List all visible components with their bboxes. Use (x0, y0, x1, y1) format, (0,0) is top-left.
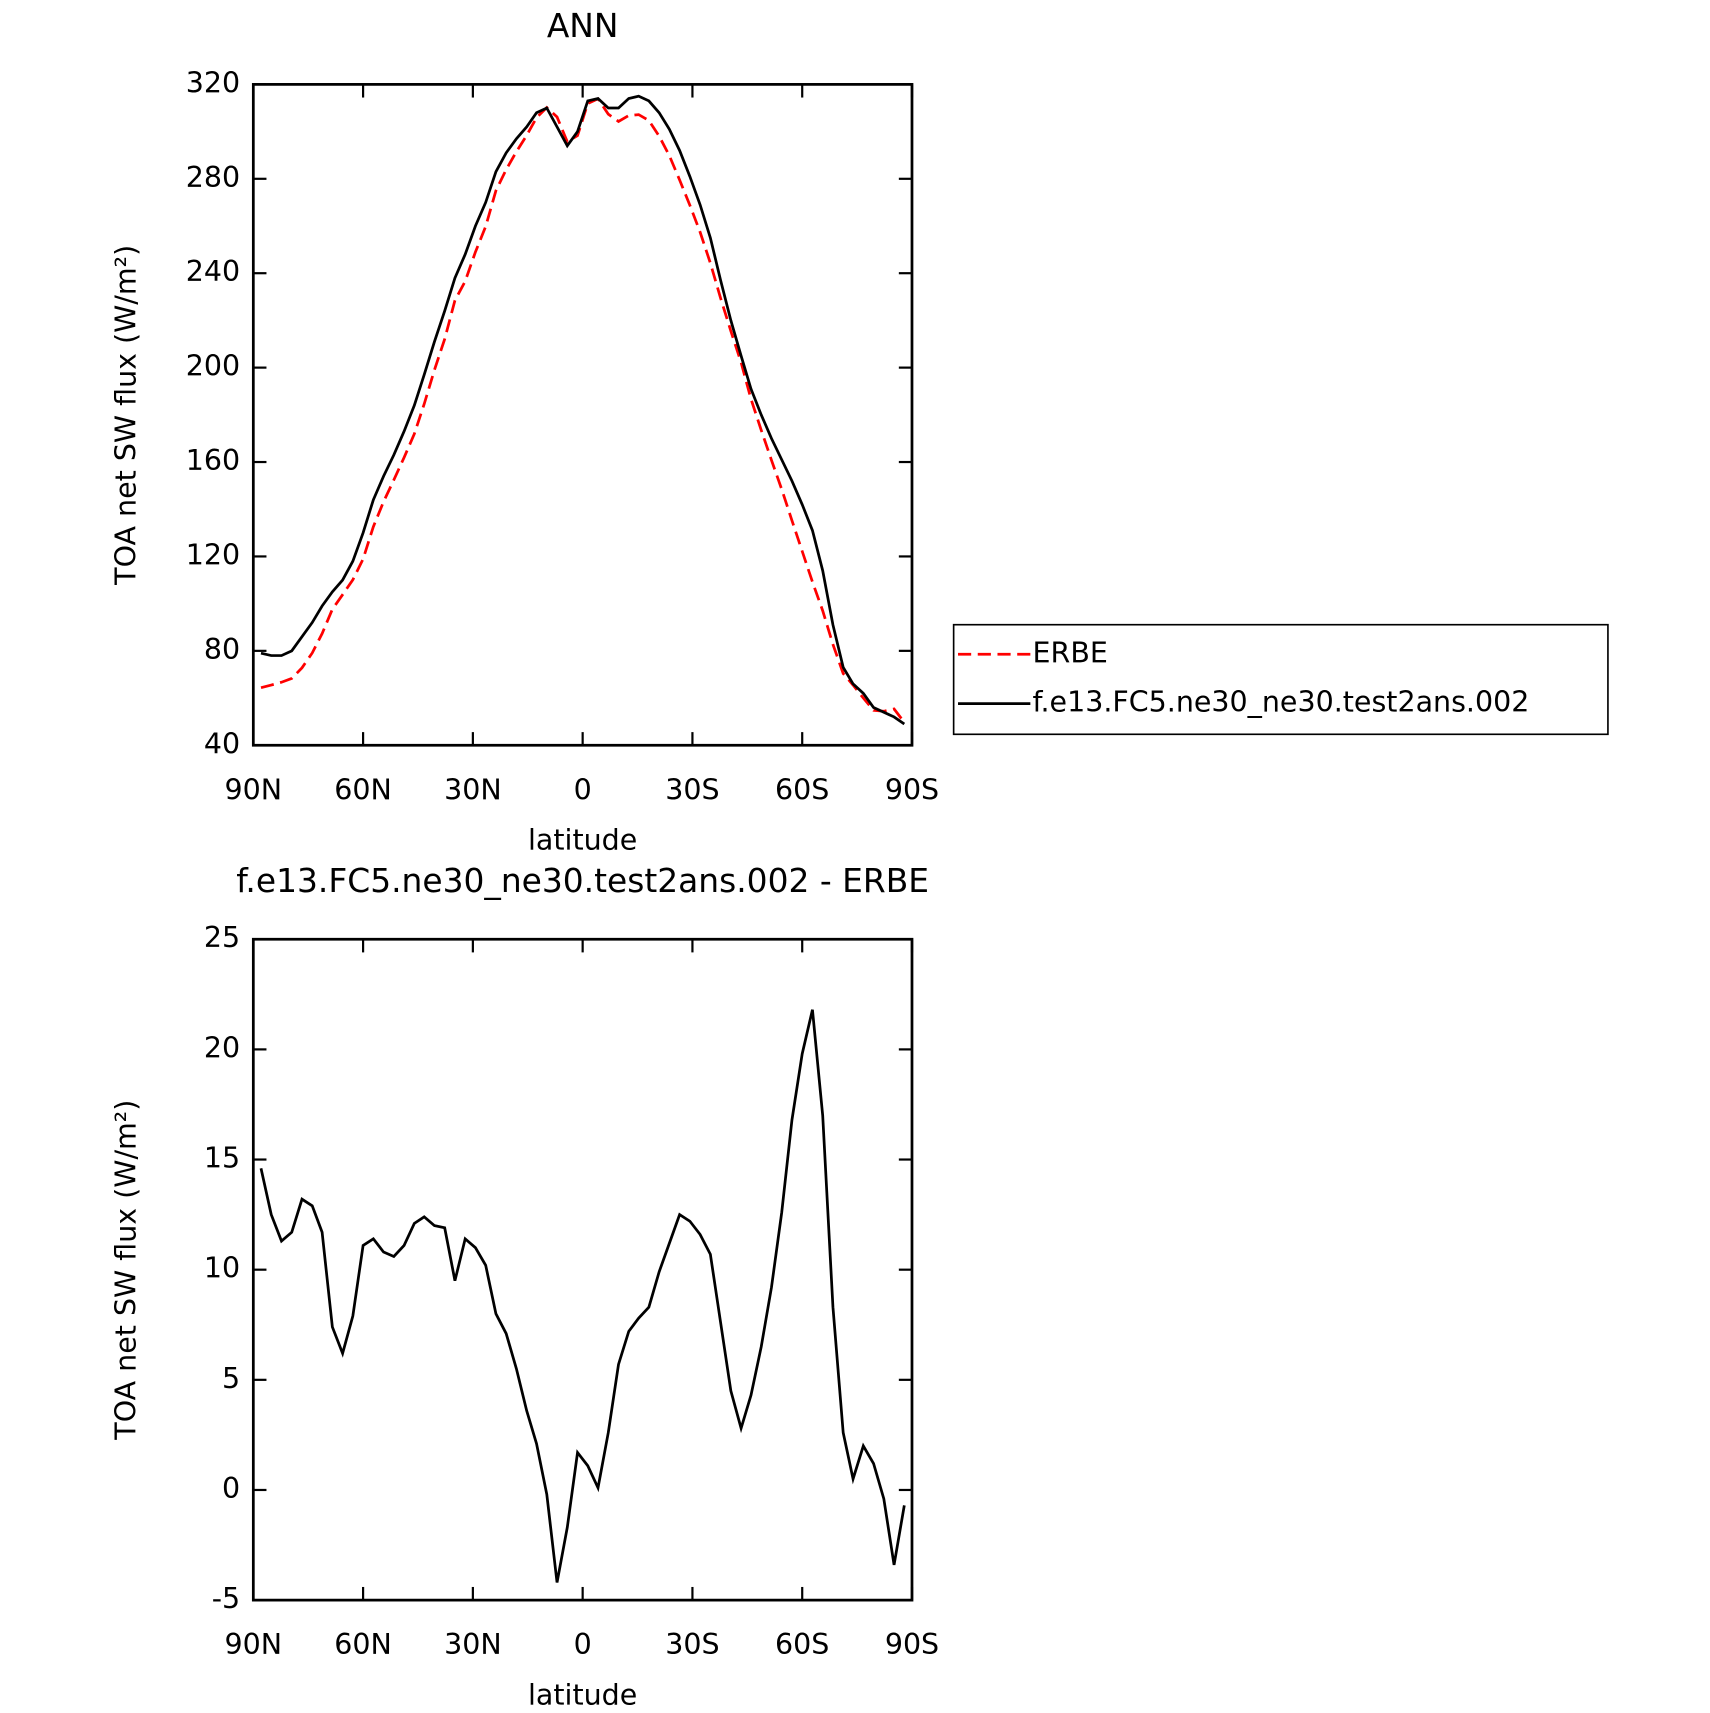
y-tick-label: 40 (204, 727, 240, 760)
y-tick-label: 280 (186, 161, 240, 194)
y-tick-label: 0 (222, 1472, 240, 1505)
x-tick-label: 90N (225, 773, 283, 806)
x-tick-label: 60N (334, 1628, 392, 1661)
plot-frame (251, 937, 914, 1602)
x-tick-label: 0 (574, 773, 592, 806)
y-tick-label: 15 (204, 1142, 240, 1175)
y-tick-label: 80 (204, 633, 240, 666)
data-line (259, 1009, 906, 1583)
chart-title: ANN (547, 6, 619, 45)
data-line (260, 97, 906, 724)
x-tick-label: 60S (775, 773, 829, 806)
plot-frame (251, 83, 914, 747)
y-tick-label: 200 (186, 350, 240, 383)
y-axis-label: TOA net SW flux (W/m²) (109, 1100, 142, 1441)
y-tick-label: 240 (186, 255, 240, 288)
y-tick-label: 10 (204, 1252, 240, 1285)
legend-label: f.e13.FC5.ne30_ne30.test2ans.002 (1033, 686, 1530, 719)
x-tick-label: 0 (574, 1628, 592, 1661)
y-tick-label: 160 (186, 444, 240, 477)
x-tick-label: 30N (444, 1628, 502, 1661)
y-axis-label: TOA net SW flux (W/m²) (109, 245, 142, 586)
y-tick-label: 120 (186, 538, 240, 571)
x-tick-label: 90S (885, 1628, 939, 1661)
x-tick-label: 30S (665, 1628, 719, 1661)
y-tick-label: 320 (186, 66, 240, 99)
data-line (260, 94, 906, 726)
x-tick-label: 90N (225, 1628, 283, 1661)
chart-title: f.e13.FC5.ne30_ne30.test2ans.002 - ERBE (236, 861, 929, 900)
y-tick-label: 25 (204, 921, 240, 954)
x-tick-label: 90S (885, 773, 939, 806)
x-tick-label: 30N (444, 773, 502, 806)
x-tick-label: 30S (665, 773, 719, 806)
y-tick-label: -5 (212, 1582, 240, 1615)
legend-label: ERBE (1033, 636, 1108, 669)
legend-box (952, 623, 1609, 736)
x-axis-label: latitude (528, 824, 637, 857)
y-tick-label: 20 (204, 1031, 240, 1064)
y-tick-label: 5 (222, 1362, 240, 1395)
x-tick-label: 60N (334, 773, 392, 806)
x-axis-label: latitude (528, 1679, 637, 1712)
x-tick-label: 60S (775, 1628, 829, 1661)
